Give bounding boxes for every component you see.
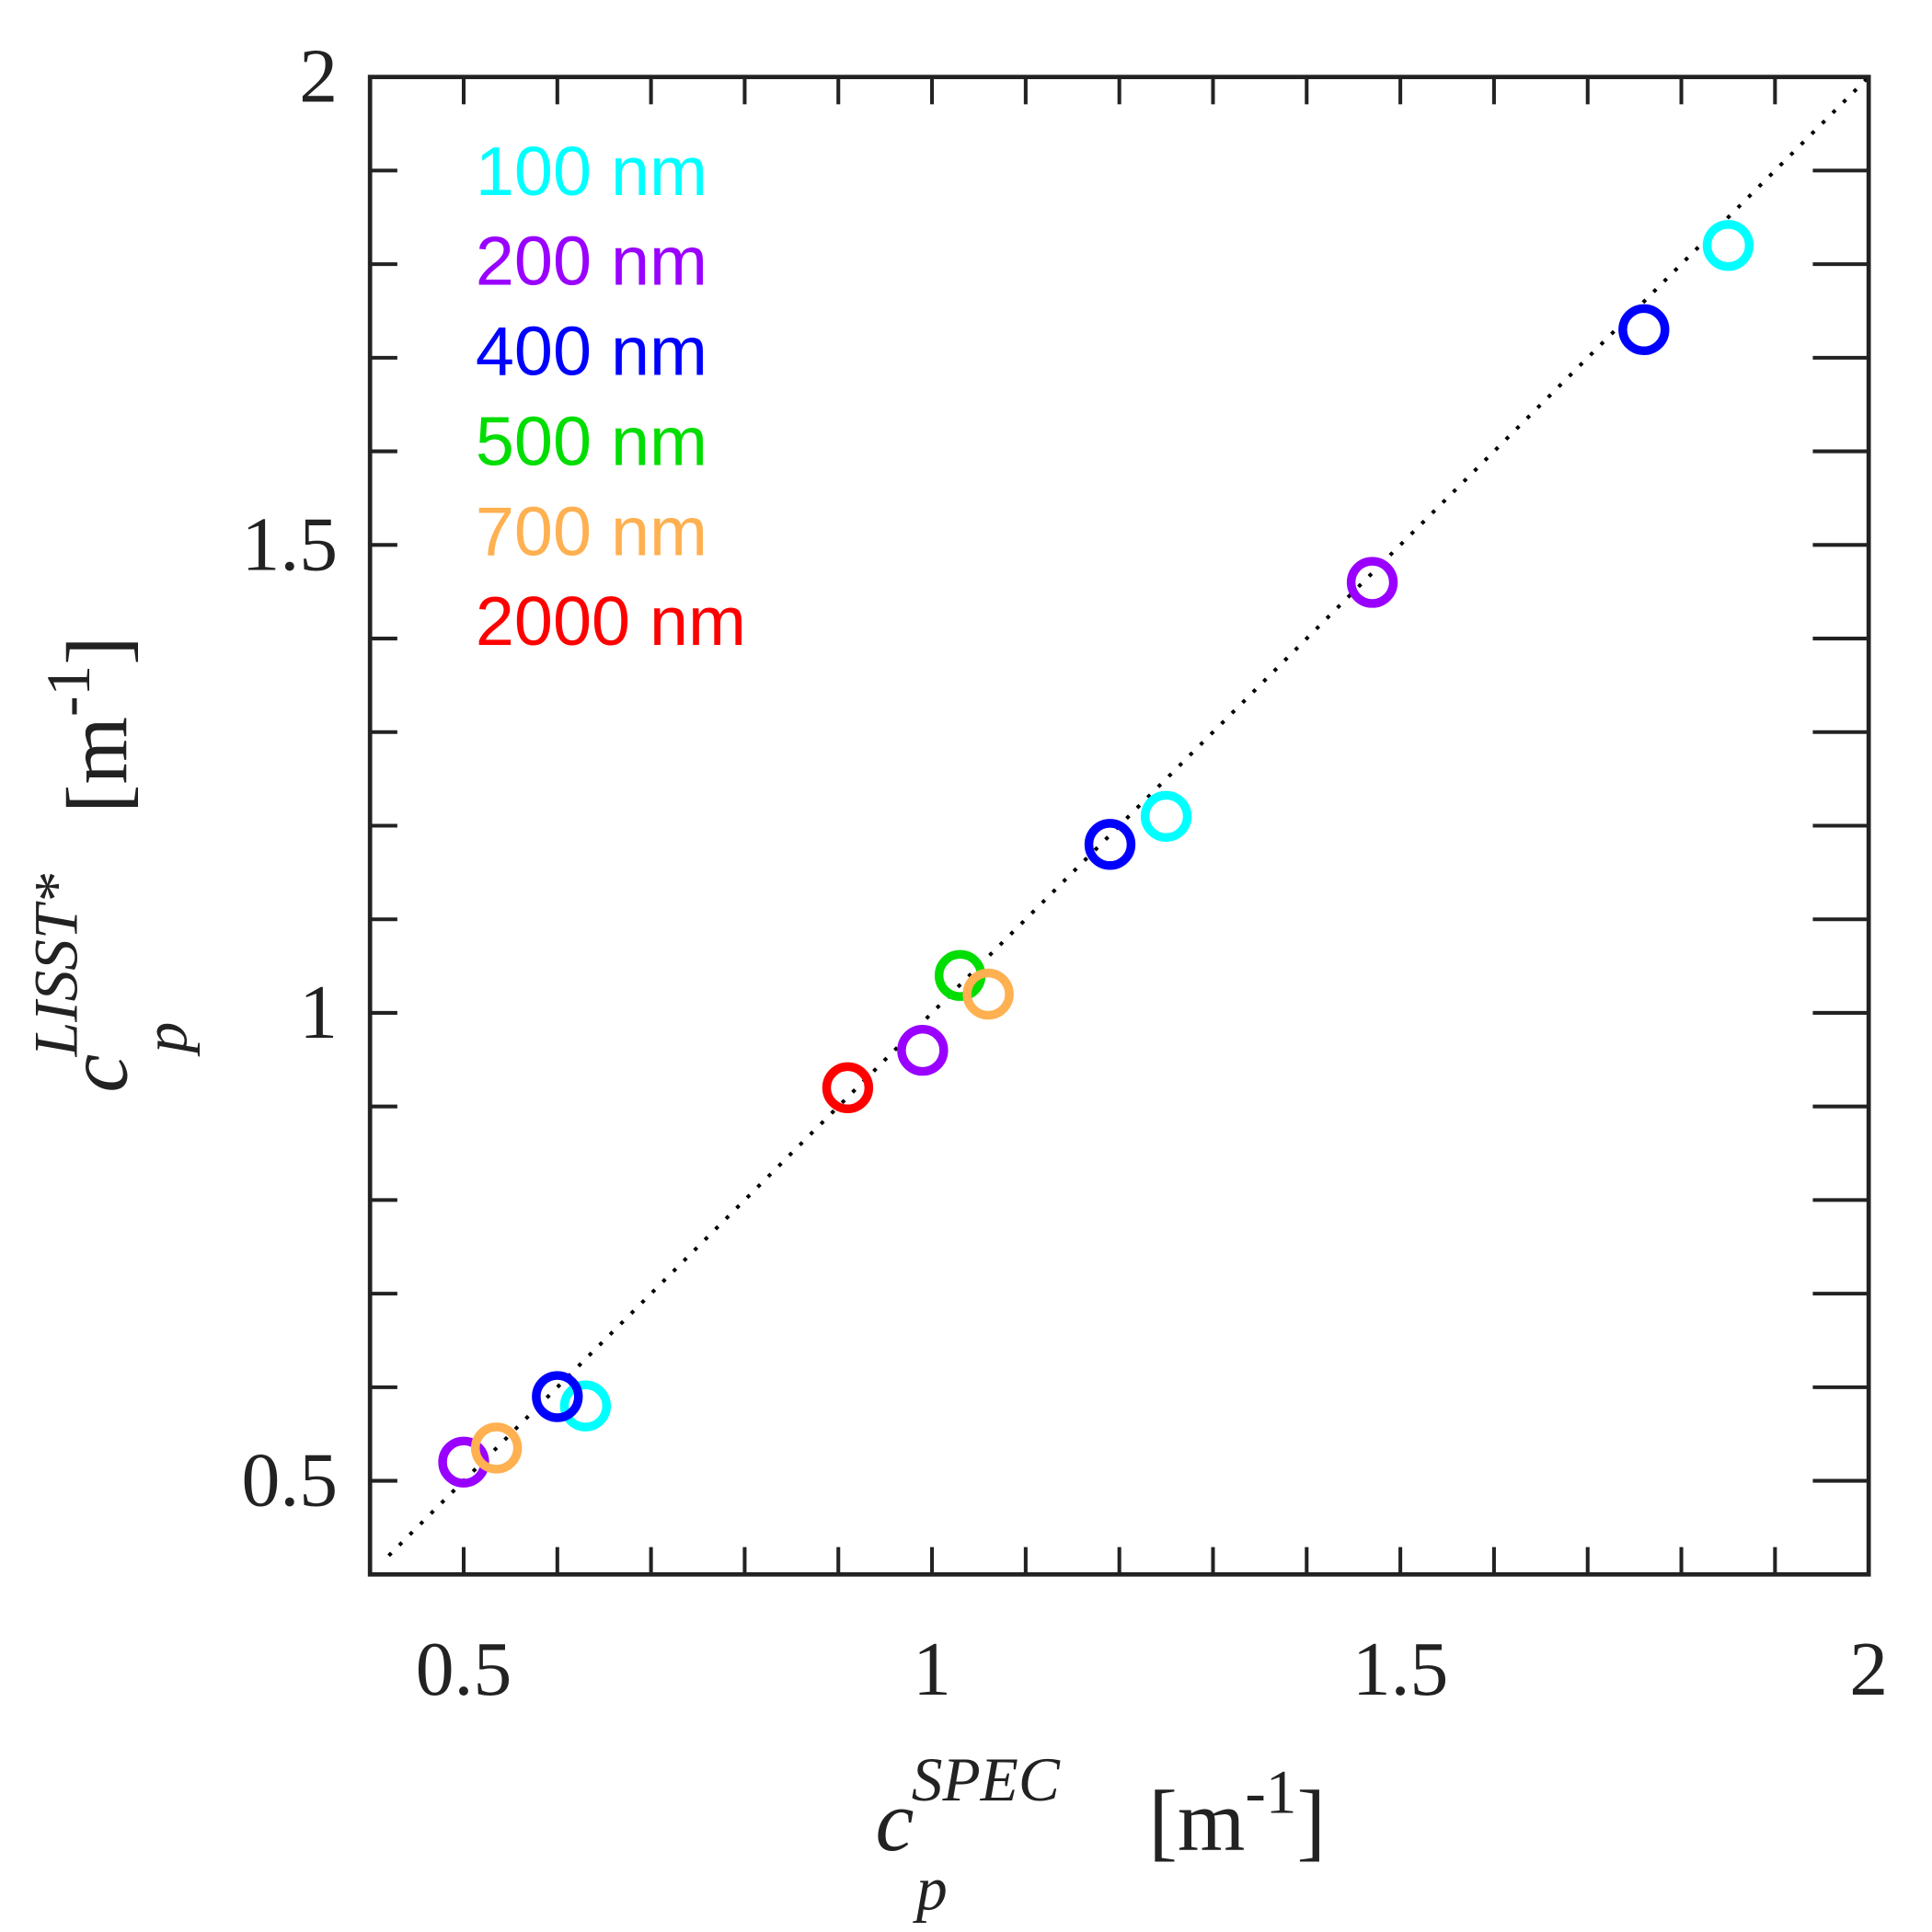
data-point	[897, 1024, 949, 1076]
data-point	[1618, 304, 1670, 356]
y-tick-label: 1.5	[242, 501, 339, 587]
data-point	[1084, 819, 1136, 870]
data-point	[559, 1380, 612, 1432]
data-point	[822, 1062, 874, 1113]
tick-labels: 0.5 1 1.5 2 0.5 1 1.5 2	[242, 34, 1889, 1713]
legend-entry: 500 nm	[476, 403, 707, 480]
y-axis-title: cLISST* p[m-1]	[22, 636, 201, 1092]
axis-ticks	[370, 76, 1869, 1575]
y-tick-label: 0.5	[242, 1438, 339, 1524]
y-tick-label: 1	[299, 970, 338, 1055]
legend-entry: 700 nm	[476, 493, 707, 570]
legend-entry: 2000 nm	[476, 583, 746, 661]
data-point	[962, 968, 1014, 1020]
x-tick-label: 0.5	[416, 1627, 512, 1712]
data-point	[532, 1371, 583, 1422]
data-points	[438, 220, 1754, 1488]
legend-entry: 200 nm	[476, 224, 707, 301]
plot-frame	[367, 75, 1871, 1577]
x-tick-label: 1	[913, 1627, 951, 1712]
legend-entry: 400 nm	[476, 314, 707, 391]
y-tick-label: 2	[299, 34, 338, 120]
data-point	[1140, 790, 1192, 842]
legend: 100 nm 200 nm 400 nm 500 nm 700 nm 2000 nm	[476, 133, 746, 661]
x-axis-title: cSPEC p[m-1]	[875, 1745, 1326, 1924]
data-point	[1346, 557, 1398, 608]
data-point	[1702, 220, 1754, 271]
legend-entry: 100 nm	[476, 133, 707, 211]
x-tick-label: 1.5	[1352, 1627, 1449, 1712]
data-point	[470, 1422, 523, 1474]
x-tick-label: 2	[1849, 1627, 1888, 1712]
